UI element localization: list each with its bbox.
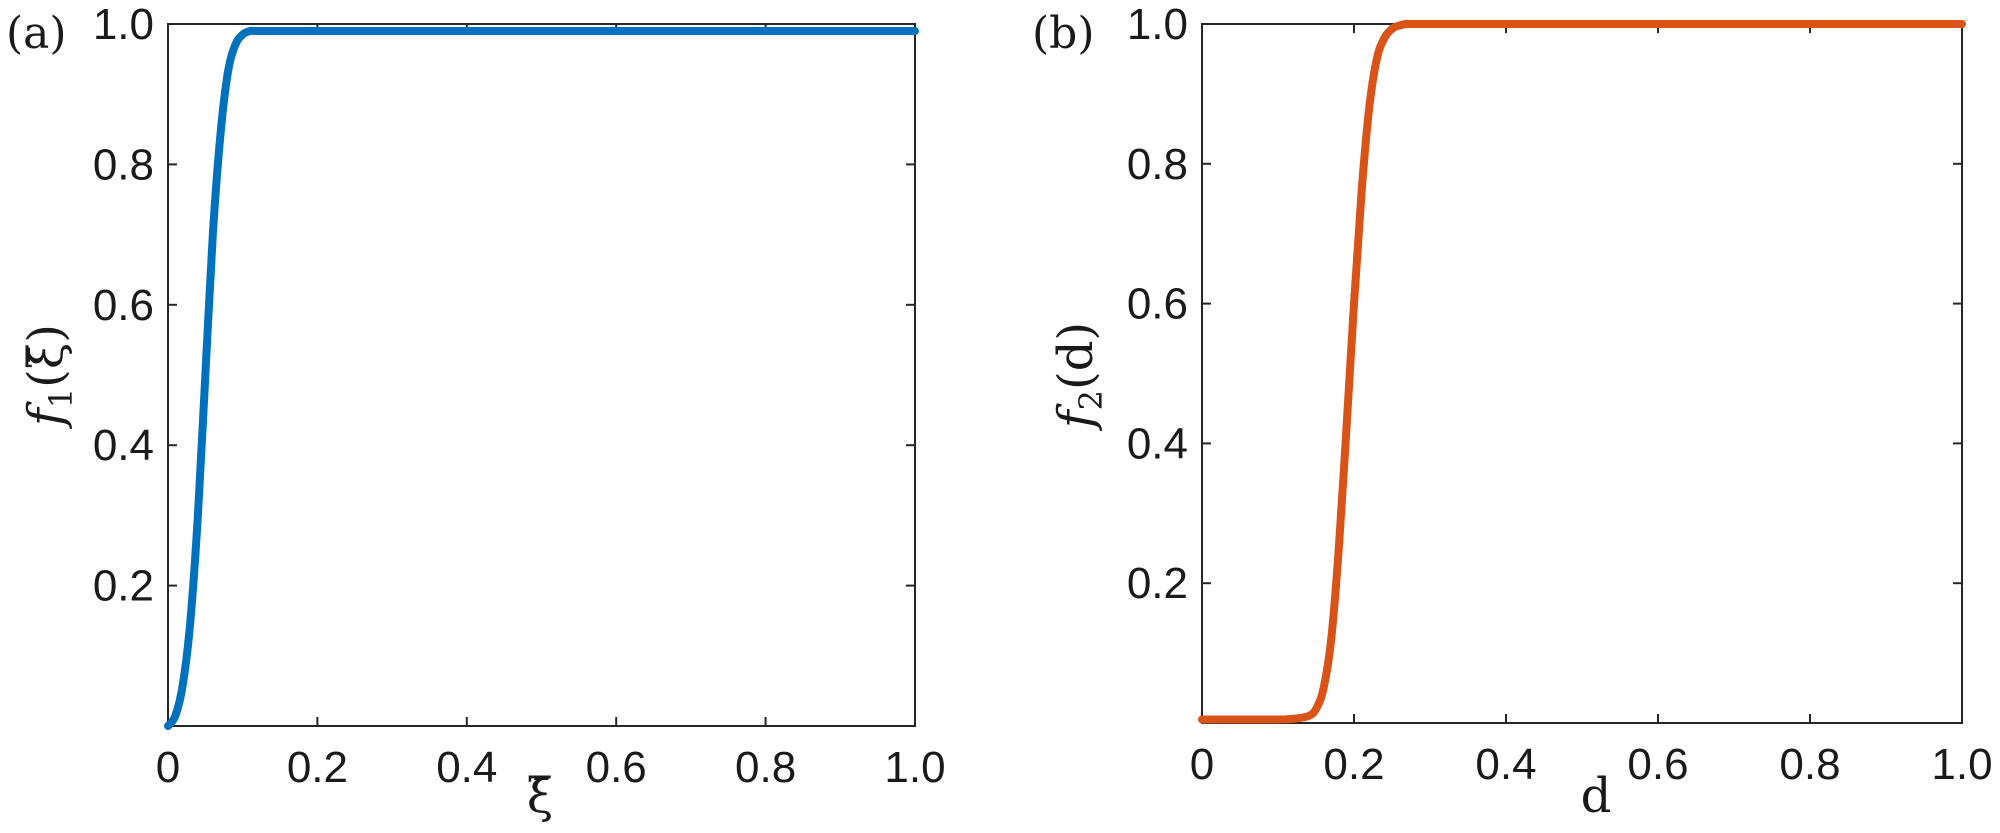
panel-a-x-tick-label: 1.0 — [884, 743, 945, 792]
panel-a-x-tick-label: 0.8 — [735, 743, 796, 792]
panel-b-x-tick-label: 0.6 — [1627, 740, 1688, 789]
panel-b: (b) d f2(d) 0 0.2 0.4 0.6 0.8 1.0 0.2 0.4 0.6 0.8… — [1032, 0, 1993, 824]
panel-a-x-tick-label: 0 — [156, 743, 180, 792]
panel-b-y-tick-label: 0.8 — [1127, 140, 1188, 189]
panel-b-axes-frame — [1201, 23, 1963, 724]
panel-b-y-tick-label: 0.2 — [1127, 559, 1188, 608]
panel-b-x-tick-label: 0.4 — [1475, 740, 1536, 789]
panel-b-y-tick-label: 0.6 — [1127, 280, 1188, 329]
panel-b-y-tick-label: 0.4 — [1127, 419, 1188, 468]
panel-b-y-tick-label: 1.0 — [1127, 0, 1188, 49]
panel-a-axes-frame — [167, 23, 916, 727]
panel-a-x-axis-label: ξ̄ — [527, 768, 553, 824]
panel-a-y-tick-label: 0.2 — [93, 562, 154, 611]
panel-b-y-axis-label: f2(d) — [1048, 322, 1110, 431]
panel-b-label: (b) — [1032, 8, 1095, 59]
panel-a-y-tick-label: 0.8 — [93, 140, 154, 189]
panel-b-x-tick-label: 0.2 — [1323, 740, 1384, 789]
panel-b-x-tick-label: 0 — [1190, 740, 1214, 789]
panel-b-x-tick-label: 1.0 — [1931, 740, 1992, 789]
panel-a-x-tick-label: 0.4 — [436, 743, 497, 792]
panel-a-y-axis-label: f1(ξ̄) — [18, 324, 80, 429]
panel-a-y-tick-label: 0.6 — [93, 281, 154, 330]
panel-a-y-tick-label: 1.0 — [93, 0, 154, 49]
panel-a-series-line — [164, 26, 919, 730]
panel-a-label: (a) — [6, 8, 67, 59]
panel-b-x-tick-label: 0.8 — [1779, 740, 1840, 789]
panel-a-y-tick-label: 0.4 — [93, 421, 154, 470]
panel-b-x-axis-label: d — [1581, 768, 1612, 824]
panel-a-x-tick-label: 0.6 — [586, 743, 647, 792]
panel-a: (a) ξ̄ f1(ξ̄) 0 0.2 0.4 0.6 0.8 1.0 0.2 0.4 0.6 0… — [6, 0, 946, 824]
panel-a-x-tick-label: 0.2 — [287, 743, 348, 792]
panel-b-series-line — [1198, 19, 1966, 724]
